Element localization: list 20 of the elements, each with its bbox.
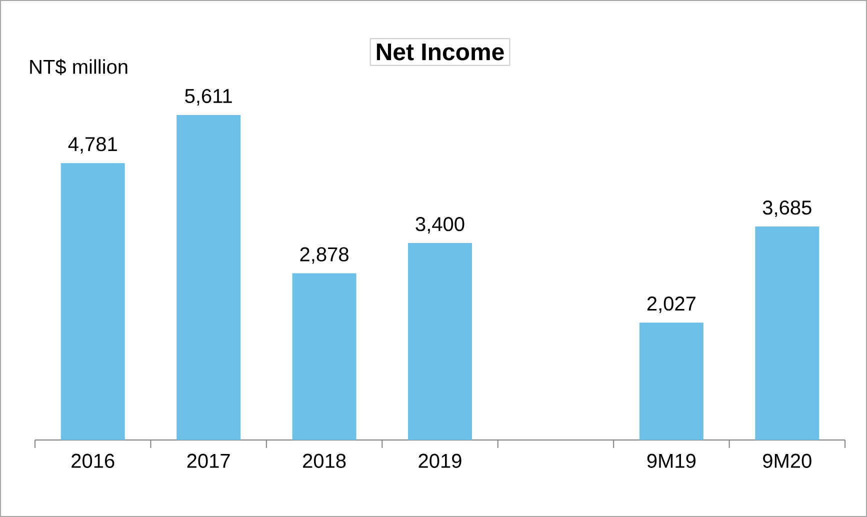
- x-tick-label: 2018: [303, 454, 346, 468]
- x-tick-label: 2017: [187, 454, 230, 468]
- x-tick-label: 9M20: [763, 454, 812, 468]
- x-tick-label: 2019: [418, 454, 462, 468]
- data-label: 3,400: [416, 217, 464, 234]
- data-label: 4,781: [68, 137, 117, 154]
- bar: [292, 273, 356, 440]
- bar: [755, 226, 820, 440]
- bar: [639, 322, 704, 440]
- data-label: 5,611: [185, 88, 232, 106]
- y-axis-title: NT$ million: [30, 58, 128, 76]
- data-label: 2,027: [647, 296, 696, 314]
- x-tick-label: 2016: [72, 454, 114, 468]
- bar: [60, 163, 125, 440]
- data-label: 2,878: [300, 247, 348, 264]
- bar: [176, 114, 241, 440]
- bar: [408, 243, 472, 440]
- data-label: 3,685: [762, 200, 812, 218]
- x-tick-label: 9M19: [647, 454, 696, 468]
- chart-title: Net Income: [376, 44, 504, 60]
